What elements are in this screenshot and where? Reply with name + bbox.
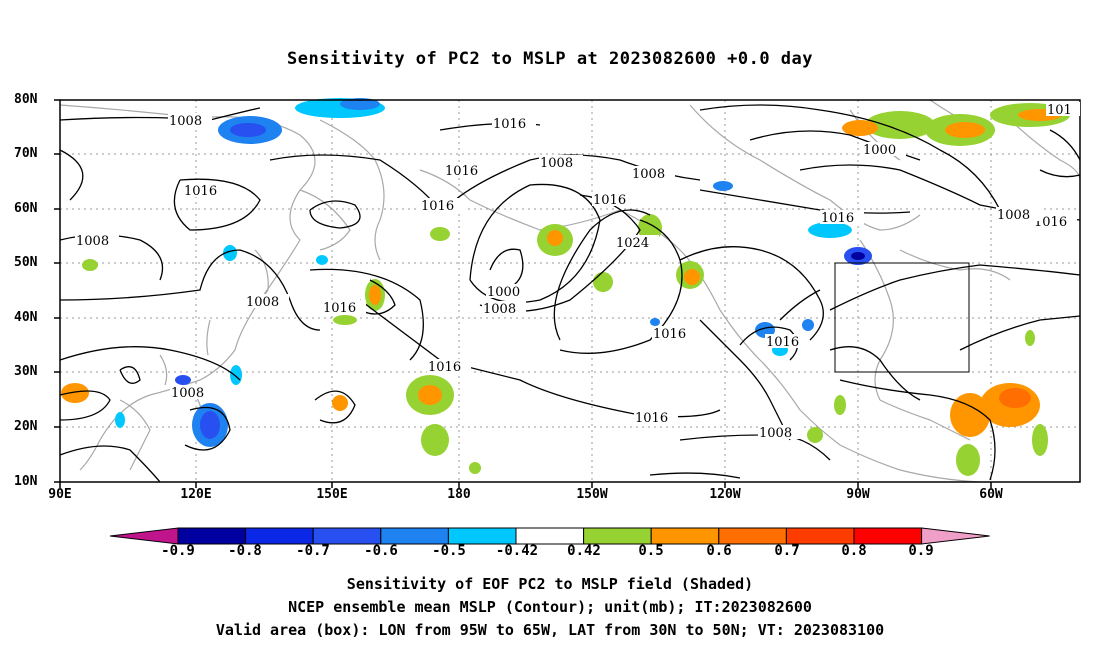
contour-label: 1016 [428, 360, 461, 375]
lon-label: 150W [576, 487, 608, 502]
colorbar-swatch [650, 527, 720, 545]
colorbar-swatch [785, 527, 855, 545]
contour-label: 1008 [632, 167, 665, 182]
lon-label: 90E [48, 487, 72, 502]
colorbar-swatch [447, 527, 517, 545]
contour-label: 1000 [863, 143, 896, 158]
axis-ticks [54, 99, 992, 488]
contour-label: 1008 [246, 295, 279, 310]
colorbar-label: 0.8 [841, 543, 867, 559]
valid-area-box [834, 262, 970, 373]
colorbar-swatch [177, 527, 247, 545]
colorbar-label: -0.5 [432, 543, 466, 559]
mslp-contours [59, 104, 1081, 483]
lon-label: 120W [709, 487, 741, 502]
colorbar-label: -0.42 [495, 543, 539, 559]
contour-label: 1016 [766, 335, 799, 350]
colorbar-label: -0.8 [228, 543, 262, 559]
colorbar-arrow-high [921, 527, 990, 545]
lat-label: 80N [14, 92, 38, 107]
footer-line-2: NCEP ensemble mean MSLP (Contour); unit(… [288, 598, 812, 616]
lat-label: 20N [14, 419, 38, 434]
colorbar-label: 0.5 [638, 543, 664, 559]
colorbar-swatch [380, 527, 449, 545]
lat-label: 30N [14, 364, 38, 379]
colorbar-label: 0.7 [774, 543, 800, 559]
lat-label: 40N [14, 310, 38, 325]
contour-label: 1016 [421, 199, 454, 214]
colorbar-label: 0.42 [567, 543, 601, 559]
contour-label: 101 [1047, 103, 1072, 118]
lon-label: 180 [447, 487, 471, 502]
lon-label: 150E [316, 487, 348, 502]
contour-label: 1016 [821, 211, 854, 226]
contour-label: 1016 [1034, 215, 1067, 230]
contour-label: 1008 [169, 114, 202, 129]
contour-label: 1008 [997, 208, 1030, 223]
footer-line-3: Valid area (box): LON from 95W to 65W, L… [215, 621, 885, 639]
colorbar-swatch [245, 527, 314, 545]
colorbar-swatch [312, 527, 382, 545]
contour-label: 1016 [323, 301, 356, 316]
lon-label: 120E [180, 487, 212, 502]
colorbar-label: 0.9 [908, 543, 934, 559]
contour-label: 1024 [616, 236, 649, 251]
contour-label: 1008 [483, 302, 516, 317]
contour-label: 1008 [76, 234, 109, 249]
map-frame [59, 99, 1081, 483]
lon-label: 60W [979, 487, 1003, 502]
colorbar-label: -0.9 [161, 543, 195, 559]
chart-title: Sensitivity of PC2 to MSLP at 2023082600… [286, 49, 813, 69]
colorbar-arrow-low [109, 527, 179, 545]
colorbar-label: 0.6 [706, 543, 732, 559]
contour-label: 1016 [593, 193, 626, 208]
colorbar-swatch [515, 527, 585, 545]
contour-labels: 1008 1016 1008 1016 1016 1008 1008 1016 … [75, 102, 1080, 441]
contour-label: 1016 [184, 184, 217, 199]
contour-label: 1000 [487, 285, 520, 300]
contour-label: 1008 [171, 386, 204, 401]
colorbar-label: -0.7 [296, 543, 330, 559]
colorbar [109, 527, 990, 545]
coastlines [59, 99, 1081, 483]
colorbar-swatch [583, 527, 652, 545]
lat-label: 60N [14, 201, 38, 216]
contour-label: 1008 [759, 426, 792, 441]
contour-label: 1016 [493, 117, 526, 132]
colorbar-swatch [718, 527, 787, 545]
contour-label: 1008 [540, 156, 573, 171]
colorbar-swatch [853, 527, 923, 545]
colorbar-label: -0.6 [364, 543, 398, 559]
sensitivity-shading [61, 98, 1070, 476]
lat-label: 70N [14, 146, 38, 161]
contour-label: 1016 [653, 327, 686, 342]
lon-label: 90W [846, 487, 870, 502]
lat-label: 10N [14, 474, 38, 489]
contour-label: 1016 [635, 411, 668, 426]
footer-line-1: Sensitivity of EOF PC2 to MSLP field (Sh… [346, 575, 754, 593]
lat-label: 50N [14, 255, 38, 270]
contour-label: 1016 [445, 164, 478, 179]
